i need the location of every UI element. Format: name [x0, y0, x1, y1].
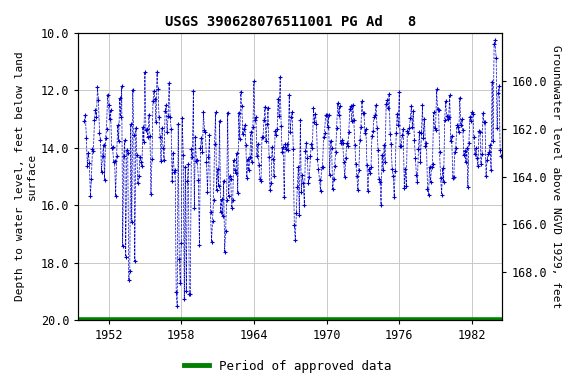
Y-axis label: Depth to water level, feet below land
surface: Depth to water level, feet below land su… — [15, 51, 37, 301]
Y-axis label: Groundwater level above NGVD 1929, feet: Groundwater level above NGVD 1929, feet — [551, 45, 561, 308]
Legend: Period of approved data: Period of approved data — [179, 355, 397, 378]
Title: USGS 390628076511001 PG Ad   8: USGS 390628076511001 PG Ad 8 — [165, 15, 416, 29]
